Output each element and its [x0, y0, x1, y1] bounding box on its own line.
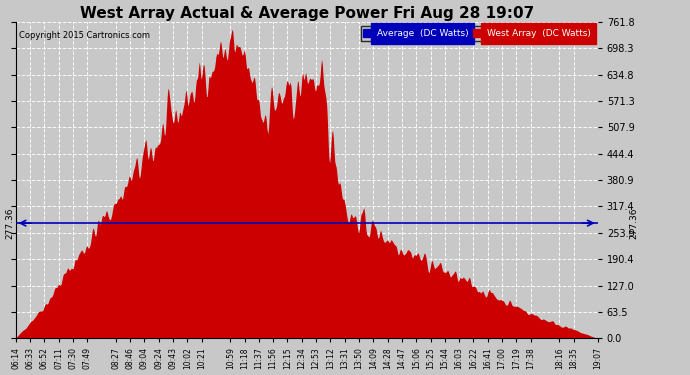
Text: 277.36: 277.36 [630, 207, 639, 239]
Text: Copyright 2015 Cartronics.com: Copyright 2015 Cartronics.com [19, 31, 150, 40]
Legend: Average  (DC Watts), West Array  (DC Watts): Average (DC Watts), West Array (DC Watts… [361, 26, 593, 41]
Title: West Array Actual & Average Power Fri Aug 28 19:07: West Array Actual & Average Power Fri Au… [79, 6, 534, 21]
Text: 277.36: 277.36 [6, 207, 14, 239]
